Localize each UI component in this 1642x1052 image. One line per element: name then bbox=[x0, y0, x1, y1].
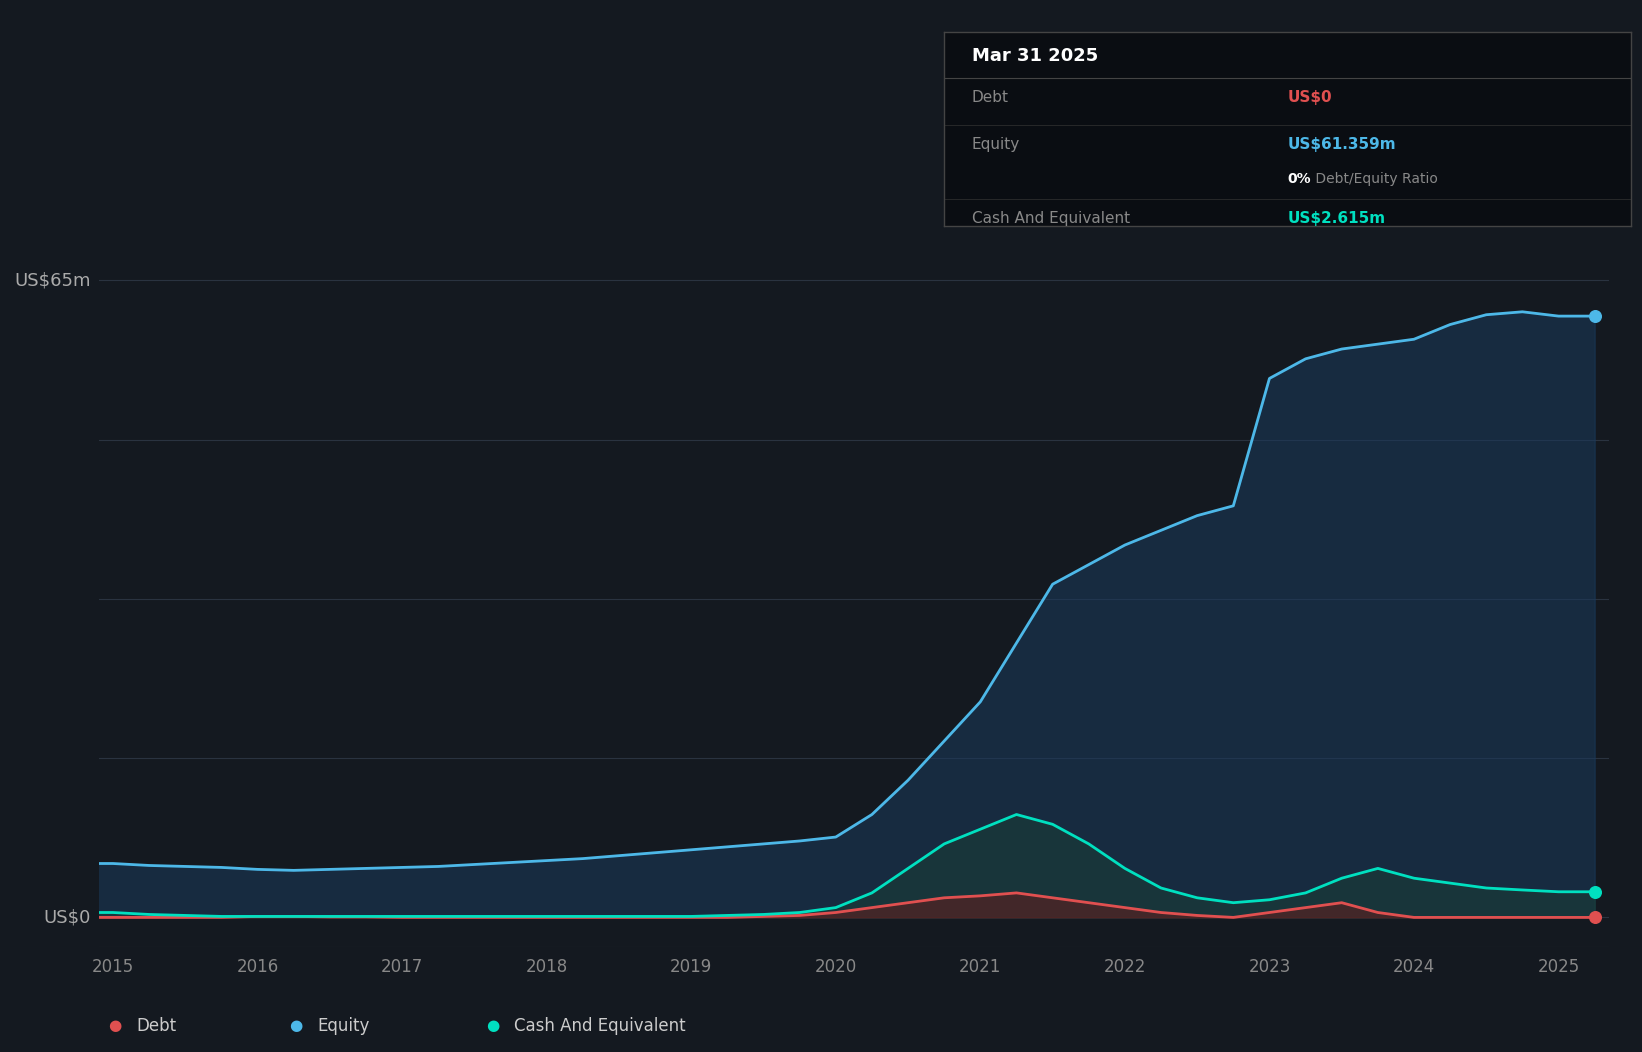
Text: Equity: Equity bbox=[972, 137, 1020, 151]
Text: ●: ● bbox=[289, 1018, 302, 1033]
Text: Cash And Equivalent: Cash And Equivalent bbox=[514, 1016, 686, 1035]
Text: 0%: 0% bbox=[1287, 171, 1310, 186]
Point bbox=[1581, 884, 1608, 901]
Text: US$61.359m: US$61.359m bbox=[1287, 137, 1396, 151]
Text: US$65m: US$65m bbox=[15, 271, 90, 289]
Text: Debt: Debt bbox=[972, 90, 1008, 105]
Point bbox=[1581, 909, 1608, 926]
Text: US$2.615m: US$2.615m bbox=[1287, 210, 1386, 225]
Text: Debt: Debt bbox=[136, 1016, 176, 1035]
Text: ●: ● bbox=[108, 1018, 122, 1033]
Text: Mar 31 2025: Mar 31 2025 bbox=[972, 47, 1098, 65]
Text: Debt/Equity Ratio: Debt/Equity Ratio bbox=[1312, 171, 1438, 186]
Text: ●: ● bbox=[486, 1018, 499, 1033]
Text: Equity: Equity bbox=[317, 1016, 369, 1035]
Point bbox=[1581, 307, 1608, 324]
Text: Cash And Equivalent: Cash And Equivalent bbox=[972, 210, 1130, 225]
Text: US$0: US$0 bbox=[1287, 90, 1332, 105]
Text: US$0: US$0 bbox=[44, 908, 90, 927]
